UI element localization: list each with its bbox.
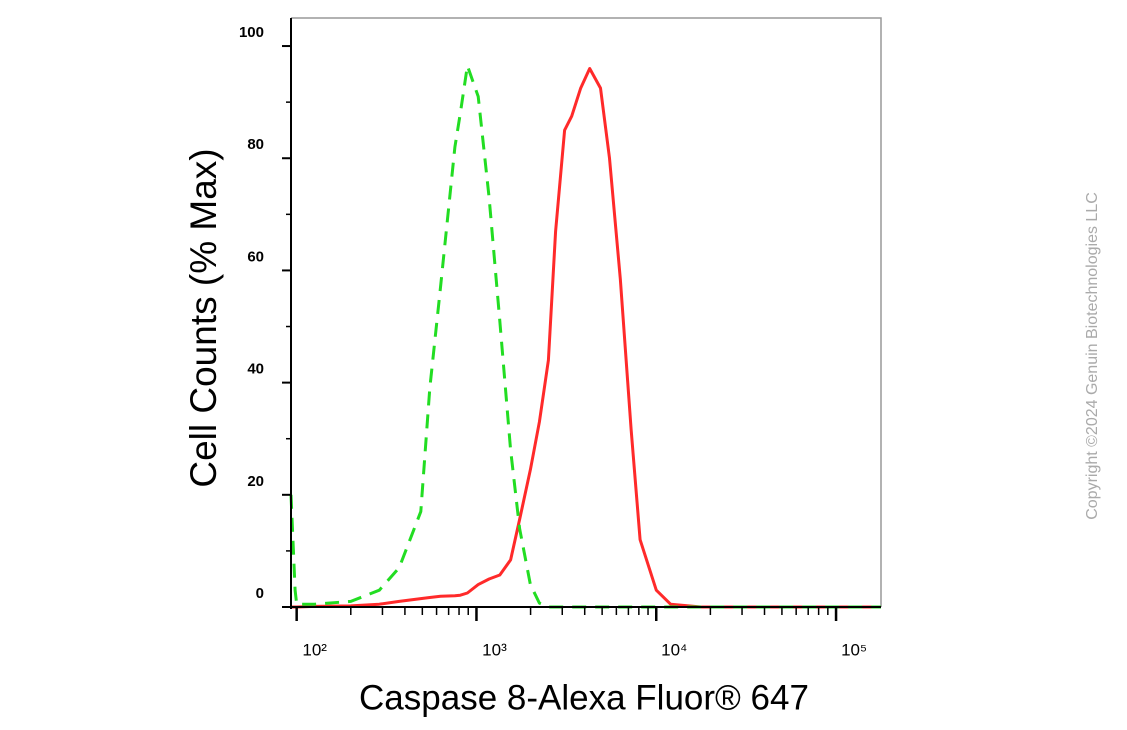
histogram-line xyxy=(289,64,881,609)
copyright: Copyright ©2024 Genuin Biotechnologies L… xyxy=(1084,192,1101,520)
y-tick-label: 100 xyxy=(239,24,264,41)
x-axis-label: Caspase 8-Alexa Fluor® 647 xyxy=(359,678,809,717)
plot-frame xyxy=(291,17,882,607)
x-tick-label: 10⁴ xyxy=(661,640,687,659)
x-tick-label: 10⁵ xyxy=(841,640,867,659)
y-tick-label: 40 xyxy=(247,361,264,378)
x-tick-label: 10² xyxy=(302,640,327,659)
histogram-line xyxy=(291,67,881,609)
y-tick-label: 60 xyxy=(247,248,264,265)
y-axis-label: Cell Counts (% Max) xyxy=(183,148,224,487)
y-tick-label: 20 xyxy=(247,473,264,490)
y-tick-label: 0 xyxy=(256,585,264,602)
x-tick-label: 10³ xyxy=(482,640,507,659)
y-tick-label: 80 xyxy=(247,136,264,153)
